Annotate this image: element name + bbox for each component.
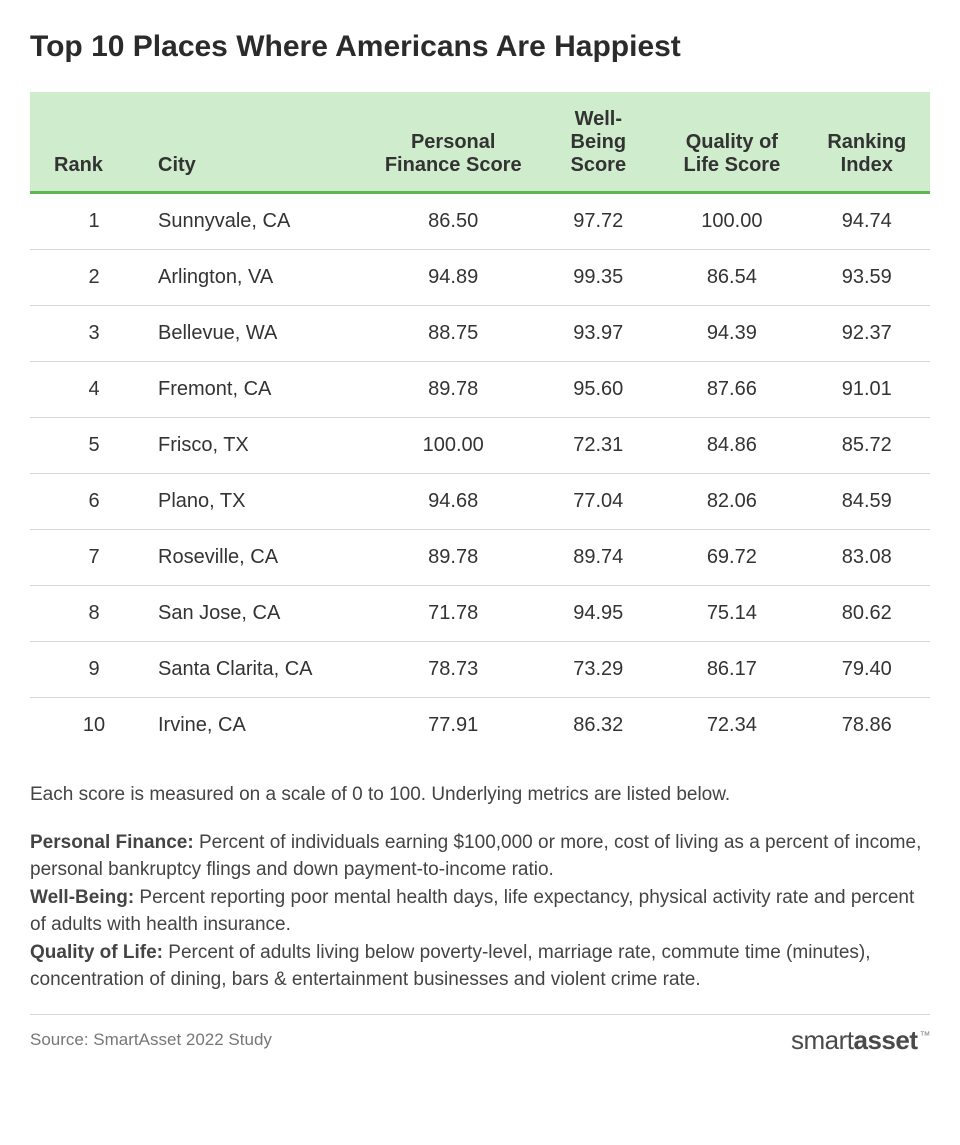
table-row: 2Arlington, VA94.8999.3586.5493.59 (30, 250, 930, 306)
cell-city: San Jose, CA (146, 586, 370, 642)
definition-text: Percent reporting poor mental health day… (30, 887, 914, 936)
table-row: 10Irvine, CA77.9186.3272.3478.86 (30, 698, 930, 754)
cell-city: Arlington, VA (146, 250, 370, 306)
cell-idx: 83.08 (804, 530, 930, 586)
infographic-container: Top 10 Places Where Americans Are Happie… (0, 0, 960, 1076)
cell-city: Santa Clarita, CA (146, 642, 370, 698)
cell-pf: 89.78 (370, 530, 536, 586)
cell-wb: 72.31 (536, 418, 660, 474)
cell-qol: 75.14 (660, 586, 803, 642)
cell-wb: 99.35 (536, 250, 660, 306)
cell-pf: 88.75 (370, 306, 536, 362)
table-row: 6Plano, TX94.6877.0482.0684.59 (30, 474, 930, 530)
cell-wb: 97.72 (536, 193, 660, 250)
cell-rank: 6 (30, 474, 146, 530)
cell-idx: 79.40 (804, 642, 930, 698)
cell-idx: 78.86 (804, 698, 930, 754)
scale-note: Each score is measured on a scale of 0 t… (30, 781, 930, 809)
cell-pf: 94.89 (370, 250, 536, 306)
notes-block: Each score is measured on a scale of 0 t… (30, 781, 930, 994)
cell-idx: 84.59 (804, 474, 930, 530)
col-idx: Ranking Index (804, 92, 930, 193)
definition-line: Well-Being: Percent reporting poor menta… (30, 884, 930, 939)
cell-qol: 87.66 (660, 362, 803, 418)
cell-wb: 93.97 (536, 306, 660, 362)
cell-qol: 72.34 (660, 698, 803, 754)
cell-rank: 4 (30, 362, 146, 418)
definition-line: Quality of Life: Percent of adults livin… (30, 939, 930, 994)
footer: Source: SmartAsset 2022 Study smartasset… (30, 1014, 930, 1056)
cell-qol: 94.39 (660, 306, 803, 362)
cell-pf: 100.00 (370, 418, 536, 474)
source-text: Source: SmartAsset 2022 Study (30, 1030, 272, 1050)
cell-qol: 100.00 (660, 193, 803, 250)
cell-rank: 5 (30, 418, 146, 474)
cell-qol: 84.86 (660, 418, 803, 474)
cell-idx: 94.74 (804, 193, 930, 250)
definitions: Personal Finance: Percent of individuals… (30, 829, 930, 994)
rankings-table: Rank City Personal Finance Score Well-Be… (30, 92, 930, 753)
page-title: Top 10 Places Where Americans Are Happie… (30, 30, 930, 64)
cell-qol: 82.06 (660, 474, 803, 530)
cell-pf: 89.78 (370, 362, 536, 418)
logo-smart: smart (791, 1025, 854, 1055)
cell-idx: 93.59 (804, 250, 930, 306)
cell-city: Sunnyvale, CA (146, 193, 370, 250)
table-row: 9Santa Clarita, CA78.7373.2986.1779.40 (30, 642, 930, 698)
cell-idx: 85.72 (804, 418, 930, 474)
cell-wb: 73.29 (536, 642, 660, 698)
cell-city: Frisco, TX (146, 418, 370, 474)
cell-pf: 94.68 (370, 474, 536, 530)
logo-tm: ™ (920, 1030, 931, 1042)
cell-qol: 69.72 (660, 530, 803, 586)
cell-rank: 10 (30, 698, 146, 754)
cell-wb: 94.95 (536, 586, 660, 642)
col-city: City (146, 92, 370, 193)
cell-idx: 91.01 (804, 362, 930, 418)
cell-qol: 86.17 (660, 642, 803, 698)
table-row: 8San Jose, CA71.7894.9575.1480.62 (30, 586, 930, 642)
cell-rank: 7 (30, 530, 146, 586)
cell-wb: 95.60 (536, 362, 660, 418)
cell-city: Irvine, CA (146, 698, 370, 754)
table-row: 5Frisco, TX100.0072.3184.8685.72 (30, 418, 930, 474)
cell-rank: 3 (30, 306, 146, 362)
cell-rank: 1 (30, 193, 146, 250)
cell-rank: 9 (30, 642, 146, 698)
cell-idx: 92.37 (804, 306, 930, 362)
logo-asset: asset (854, 1025, 918, 1055)
table-body: 1Sunnyvale, CA86.5097.72100.0094.742Arli… (30, 193, 930, 754)
cell-pf: 78.73 (370, 642, 536, 698)
col-pf: Personal Finance Score (370, 92, 536, 193)
cell-city: Roseville, CA (146, 530, 370, 586)
table-header-row: Rank City Personal Finance Score Well-Be… (30, 92, 930, 193)
cell-qol: 86.54 (660, 250, 803, 306)
cell-rank: 8 (30, 586, 146, 642)
smartasset-logo: smartasset™ (791, 1025, 930, 1056)
cell-city: Plano, TX (146, 474, 370, 530)
cell-pf: 77.91 (370, 698, 536, 754)
cell-pf: 71.78 (370, 586, 536, 642)
cell-pf: 86.50 (370, 193, 536, 250)
table-row: 3Bellevue, WA88.7593.9794.3992.37 (30, 306, 930, 362)
table-row: 1Sunnyvale, CA86.5097.72100.0094.74 (30, 193, 930, 250)
table-row: 4Fremont, CA89.7895.6087.6691.01 (30, 362, 930, 418)
table-row: 7Roseville, CA89.7889.7469.7283.08 (30, 530, 930, 586)
cell-rank: 2 (30, 250, 146, 306)
cell-idx: 80.62 (804, 586, 930, 642)
col-wb: Well-Being Score (536, 92, 660, 193)
col-rank: Rank (30, 92, 146, 193)
col-qol: Quality of Life Score (660, 92, 803, 193)
cell-city: Bellevue, WA (146, 306, 370, 362)
cell-wb: 86.32 (536, 698, 660, 754)
cell-wb: 77.04 (536, 474, 660, 530)
cell-wb: 89.74 (536, 530, 660, 586)
cell-city: Fremont, CA (146, 362, 370, 418)
definition-line: Personal Finance: Percent of individuals… (30, 829, 930, 884)
definition-label: Quality of Life: (30, 942, 163, 963)
definition-label: Well-Being: (30, 887, 134, 908)
definition-label: Personal Finance: (30, 832, 194, 853)
